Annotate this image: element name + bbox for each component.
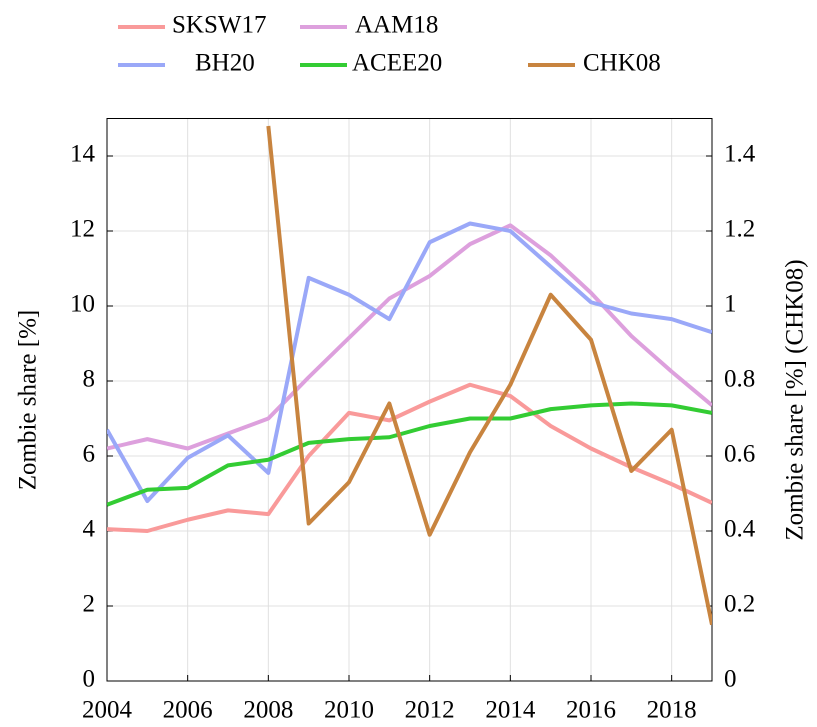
y-tick-label: 10 xyxy=(70,291,95,318)
series-line xyxy=(107,382,712,533)
y2-tick-label: 0 xyxy=(724,666,737,693)
y2-tick-label: 0.2 xyxy=(724,591,755,618)
y2-tick-label: 1.4 xyxy=(724,141,756,168)
x-tick-label: 2018 xyxy=(647,697,697,724)
y-tick-label: 6 xyxy=(83,441,96,468)
series-line xyxy=(107,223,712,451)
legend-label: ACEE20 xyxy=(352,50,442,77)
legend-label: CHK08 xyxy=(583,50,661,77)
x-tick-label: 2016 xyxy=(566,697,616,724)
legend-label: BH20 xyxy=(195,50,255,77)
y2-tick-label: 0.6 xyxy=(724,441,755,468)
x-tick-label: 2004 xyxy=(82,697,133,724)
y-tick-label: 12 xyxy=(70,216,95,243)
y2-axis-label: Zombie share [%] (CHK08) xyxy=(782,259,809,540)
x-tick-label: 2006 xyxy=(163,697,213,724)
x-tick-label: 2008 xyxy=(243,697,293,724)
series-line xyxy=(107,221,712,503)
x-tick-label: 2014 xyxy=(485,697,536,724)
legend-label: AAM18 xyxy=(355,12,438,39)
y2-tick-label: 1 xyxy=(724,291,737,318)
y-tick-label: 8 xyxy=(83,366,96,393)
y2-tick-label: 0.4 xyxy=(724,516,756,543)
y2-tick-label: 1.2 xyxy=(724,216,755,243)
y-tick-label: 14 xyxy=(70,141,96,168)
y2-tick-label: 0.8 xyxy=(724,366,755,393)
series-line xyxy=(266,125,712,626)
x-tick-label: 2010 xyxy=(324,697,374,724)
y-axis-label: Zombie share [%] xyxy=(15,310,42,490)
plot-frame xyxy=(106,118,713,682)
x-tick-label: 2012 xyxy=(405,697,455,724)
legend-label: SKSW17 xyxy=(172,12,266,39)
y-tick-label: 0 xyxy=(83,666,96,693)
y-tick-label: 4 xyxy=(83,516,96,543)
y-tick-label: 2 xyxy=(83,591,96,618)
